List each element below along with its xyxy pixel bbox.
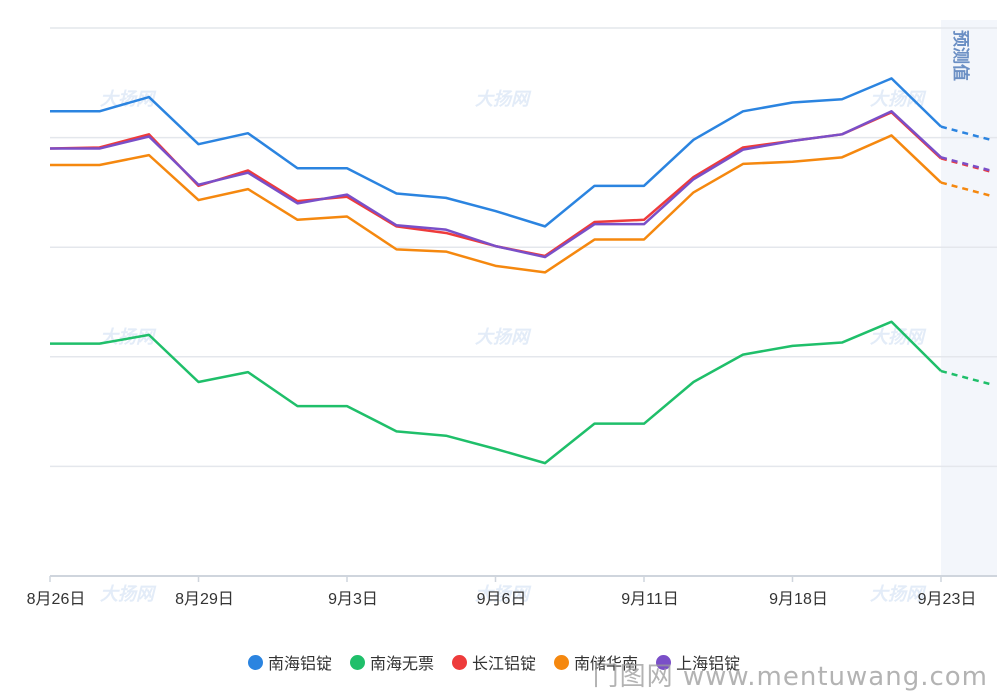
legend-marker [554, 654, 570, 670]
watermark-text: 大扬网 [870, 89, 927, 110]
watermark-text: 大扬网 [475, 584, 532, 605]
series-line [50, 77, 942, 228]
forecast-line [940, 369, 991, 386]
forecast-region [941, 20, 997, 576]
x-tick-label: 9月11日 [621, 591, 679, 608]
x-tick-label: 9月18日 [769, 591, 828, 608]
x-tick-label: 9月6日 [477, 591, 527, 608]
x-tick-label: 8月26日 [27, 591, 86, 608]
watermark-text: 大扬网 [100, 89, 157, 110]
legend-item[interactable]: 长江铝锭 [452, 650, 536, 674]
forecast-line [940, 125, 991, 142]
grid-lines [50, 27, 997, 577]
watermark-text: 大扬网 [100, 584, 157, 605]
forecast-label: 预测值 [950, 30, 971, 81]
legend-item[interactable]: 南海铝锭 [248, 650, 332, 674]
forecast-line [940, 181, 991, 197]
legend-label: 长江铝锭 [472, 654, 537, 673]
series-line [49, 111, 942, 258]
series-line [50, 320, 942, 465]
series-line [50, 110, 942, 259]
forecast-line [940, 156, 991, 172]
watermark-text: 大扬网 [870, 584, 927, 605]
x-tick-label: 9月3日 [328, 591, 378, 608]
legend-label: 南海铝锭 [268, 654, 333, 673]
legend-label: 上海铝锭 [676, 654, 741, 673]
legend-label: 南海无票 [370, 654, 435, 673]
series-line [50, 134, 942, 274]
legend-marker [350, 654, 366, 670]
x-tick-label: 8月29日 [175, 591, 234, 608]
watermark-text: 大扬网 [475, 327, 532, 348]
x-axis: 8月26日 8月29日 9月3日 9月6日 9月11日 9月18日 9月23日 [27, 576, 977, 608]
legend-item[interactable]: 南储华南 [554, 650, 638, 674]
legend-item[interactable]: 南海无票 [350, 650, 434, 674]
series-lines [49, 77, 991, 465]
legend-marker [656, 654, 672, 670]
legend-marker [452, 654, 468, 670]
x-tick-label: 9月23日 [918, 591, 977, 608]
legend-marker [248, 654, 263, 670]
watermark-text: 大扬网 [475, 89, 532, 110]
legend-label: 南储华南 [574, 654, 639, 673]
legend: 南海铝锭 南海无票 长江铝锭 南储华南 上海铝锭 [248, 650, 740, 674]
site-watermark: 门图网 www.mentuwang.com [592, 662, 988, 692]
legend-item[interactable]: 上海铝锭 [656, 650, 740, 674]
